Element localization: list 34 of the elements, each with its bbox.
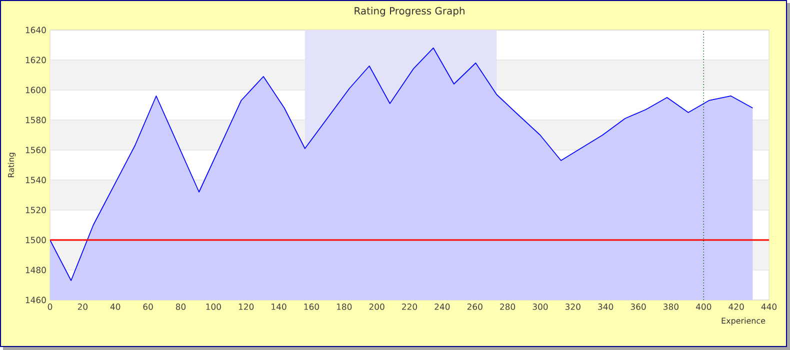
x-tick-label: 440 xyxy=(761,304,777,310)
x-tick-label: 420 xyxy=(728,304,744,310)
x-tick-label: 320 xyxy=(565,304,580,310)
y-tick-label: 1480 xyxy=(26,266,46,274)
x-tick-label: 280 xyxy=(500,304,516,310)
y-tick-label: 1560 xyxy=(26,146,46,154)
y-tick-label: 1500 xyxy=(26,236,46,244)
x-tick-label: 40 xyxy=(110,304,120,310)
x-tick-label: 400 xyxy=(696,304,712,310)
x-tick-label: 180 xyxy=(337,304,352,310)
y-tick-label: 1600 xyxy=(26,86,46,94)
x-tick-label: 100 xyxy=(206,304,221,310)
x-tick-label: 0 xyxy=(48,304,52,310)
x-tick-label: 260 xyxy=(467,304,482,310)
x-tick-label: 360 xyxy=(630,304,646,310)
chart-title: Rating Progress Graph xyxy=(354,6,464,17)
x-tick-label: 240 xyxy=(434,304,450,310)
x-tick-label: 120 xyxy=(238,304,254,310)
x-tick-label: 160 xyxy=(304,304,319,310)
x-tick-label: 200 xyxy=(369,304,384,310)
x-tick-label: 140 xyxy=(272,304,286,310)
x-tick-label: 20 xyxy=(78,304,88,310)
x-tick-label: 220 xyxy=(402,304,418,310)
y-tick-label: 1640 xyxy=(26,26,46,34)
x-tick-label: 340 xyxy=(598,304,614,310)
x-tick-label: 300 xyxy=(532,304,548,310)
y-tick-label: 1580 xyxy=(26,116,46,124)
y-tick-label: 1540 xyxy=(26,176,46,184)
y-tick-label: 1460 xyxy=(26,296,46,304)
y-tick-label: 1520 xyxy=(26,206,46,214)
x-tick-label: 380 xyxy=(664,304,678,310)
x-tick-label: 60 xyxy=(143,304,153,310)
x-tick-label: 80 xyxy=(176,304,186,310)
y-tick-label: 1620 xyxy=(26,56,46,64)
